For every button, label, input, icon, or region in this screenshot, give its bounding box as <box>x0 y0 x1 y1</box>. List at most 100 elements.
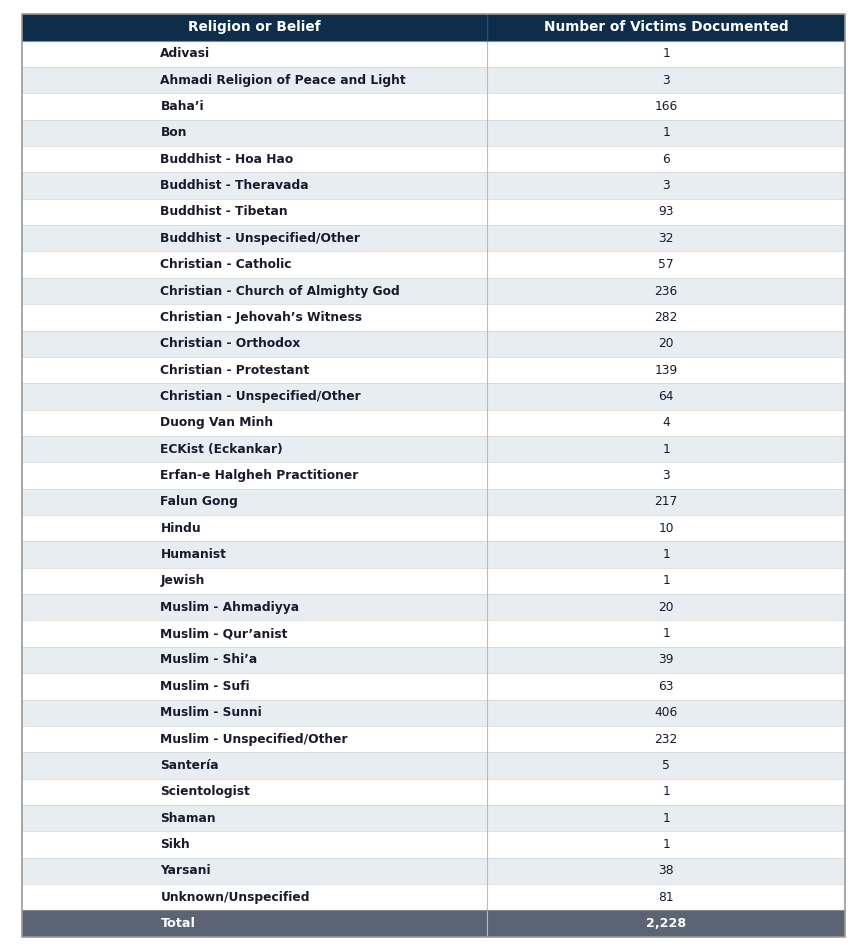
Text: Ahmadi Religion of Peace and Light: Ahmadi Religion of Peace and Light <box>160 73 406 87</box>
Text: Baha’i: Baha’i <box>160 100 204 113</box>
Bar <box>22 489 845 515</box>
Text: 1: 1 <box>662 574 670 588</box>
Text: Adivasi: Adivasi <box>160 48 211 60</box>
Bar <box>22 14 845 41</box>
Bar <box>22 620 845 647</box>
Text: Falun Gong: Falun Gong <box>160 495 238 509</box>
Bar <box>22 462 845 489</box>
Bar <box>22 805 845 831</box>
Bar <box>22 146 845 172</box>
Text: Total: Total <box>160 917 195 930</box>
Text: Duong Van Minh: Duong Van Minh <box>160 417 273 429</box>
Text: 166: 166 <box>655 100 678 113</box>
Text: Christian - Unspecified/Other: Christian - Unspecified/Other <box>160 390 362 403</box>
Text: Bon: Bon <box>160 126 187 140</box>
Text: 1: 1 <box>662 548 670 561</box>
Bar <box>22 331 845 357</box>
Text: 20: 20 <box>658 338 674 350</box>
Text: Jewish: Jewish <box>160 574 205 588</box>
Text: 63: 63 <box>658 680 674 693</box>
Text: 1: 1 <box>662 811 670 825</box>
Text: 32: 32 <box>658 232 674 244</box>
Text: Buddhist - Tibetan: Buddhist - Tibetan <box>160 205 288 219</box>
Text: 406: 406 <box>655 707 678 719</box>
Text: 6: 6 <box>662 153 670 165</box>
Text: Buddhist - Hoa Hao: Buddhist - Hoa Hao <box>160 153 294 165</box>
Bar <box>22 41 845 67</box>
Text: Erfan-e Halgheh Practitioner: Erfan-e Halgheh Practitioner <box>160 469 359 482</box>
Bar <box>22 752 845 779</box>
Text: Muslim - Unspecified/Other: Muslim - Unspecified/Other <box>160 732 348 746</box>
Bar <box>22 172 845 199</box>
Text: Santería: Santería <box>160 759 219 772</box>
Bar <box>22 700 845 726</box>
Text: Christian - Catholic: Christian - Catholic <box>160 258 292 271</box>
Bar <box>22 515 845 541</box>
Text: Scientologist: Scientologist <box>160 786 251 798</box>
Text: Muslim - Sunni: Muslim - Sunni <box>160 707 262 719</box>
Text: Muslim - Ahmadiyya: Muslim - Ahmadiyya <box>160 601 299 613</box>
Text: Christian - Protestant: Christian - Protestant <box>160 363 310 377</box>
Bar <box>22 568 845 594</box>
Text: 1: 1 <box>662 838 670 851</box>
Text: 1: 1 <box>662 442 670 456</box>
Text: 3: 3 <box>662 469 670 482</box>
Bar <box>22 726 845 752</box>
Text: Number of Victims Documented: Number of Victims Documented <box>544 20 788 34</box>
Text: 236: 236 <box>655 284 678 298</box>
Text: 3: 3 <box>662 73 670 87</box>
Text: Sikh: Sikh <box>160 838 190 851</box>
Bar <box>22 858 845 884</box>
Text: Muslim - Shi’a: Muslim - Shi’a <box>160 653 257 667</box>
Text: 139: 139 <box>655 363 678 377</box>
Text: 10: 10 <box>658 522 674 534</box>
Text: Buddhist - Theravada: Buddhist - Theravada <box>160 179 309 192</box>
Text: 81: 81 <box>658 891 674 903</box>
Text: 1: 1 <box>662 627 670 640</box>
Bar <box>22 647 845 673</box>
Text: ECKist (Eckankar): ECKist (Eckankar) <box>160 442 283 456</box>
Bar <box>22 199 845 225</box>
Text: 57: 57 <box>658 258 674 271</box>
Bar <box>22 120 845 146</box>
Text: 3: 3 <box>662 179 670 192</box>
Text: Religion or Belief: Religion or Belief <box>188 20 321 34</box>
Text: 20: 20 <box>658 601 674 613</box>
Text: 1: 1 <box>662 786 670 798</box>
Bar <box>22 410 845 436</box>
Bar <box>22 67 845 93</box>
Text: 2,228: 2,228 <box>646 917 687 930</box>
Text: 1: 1 <box>662 48 670 60</box>
Text: 64: 64 <box>658 390 674 403</box>
Text: 38: 38 <box>658 864 674 878</box>
Bar <box>22 278 845 304</box>
Bar <box>22 594 845 620</box>
Text: Christian - Jehovah’s Witness: Christian - Jehovah’s Witness <box>160 311 362 324</box>
Text: Muslim - Qur’anist: Muslim - Qur’anist <box>160 627 288 640</box>
Bar <box>22 225 845 251</box>
Bar <box>22 357 845 383</box>
Bar <box>22 779 845 805</box>
Text: 217: 217 <box>655 495 678 509</box>
Text: Muslim - Sufi: Muslim - Sufi <box>160 680 250 693</box>
Text: 1: 1 <box>662 126 670 140</box>
Text: Christian - Church of Almighty God: Christian - Church of Almighty God <box>160 284 401 298</box>
Bar <box>22 383 845 410</box>
Bar <box>22 251 845 278</box>
Bar <box>22 910 845 937</box>
Text: 232: 232 <box>655 732 678 746</box>
Bar <box>22 304 845 331</box>
Text: Buddhist - Unspecified/Other: Buddhist - Unspecified/Other <box>160 232 361 244</box>
Bar <box>22 673 845 700</box>
Text: 282: 282 <box>655 311 678 324</box>
Bar <box>22 831 845 858</box>
Text: 39: 39 <box>658 653 674 667</box>
Text: Yarsani: Yarsani <box>160 864 211 878</box>
Bar <box>22 884 845 910</box>
Bar <box>22 93 845 120</box>
Bar <box>22 541 845 568</box>
Text: 4: 4 <box>662 417 670 429</box>
Text: Shaman: Shaman <box>160 811 216 825</box>
Text: Christian - Orthodox: Christian - Orthodox <box>160 338 301 350</box>
Text: 93: 93 <box>658 205 674 219</box>
